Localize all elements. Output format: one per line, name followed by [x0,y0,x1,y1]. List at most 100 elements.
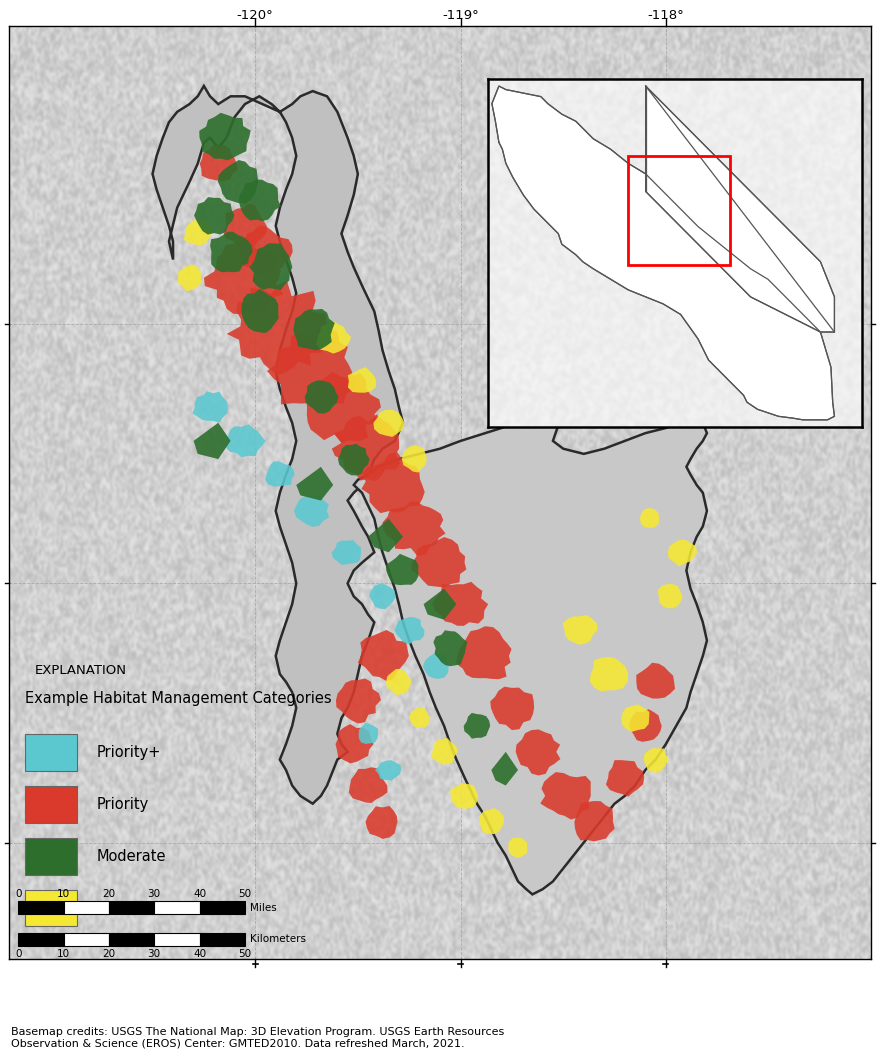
Polygon shape [480,808,504,834]
Text: 0: 0 [15,950,21,959]
Text: Basemap credits: USGS The National Map: 3D Elevation Program. USGS Earth Resourc: Basemap credits: USGS The National Map: … [11,1028,505,1049]
Polygon shape [432,582,488,626]
Polygon shape [590,657,628,691]
Text: 40: 40 [193,889,206,899]
Polygon shape [402,445,427,472]
Polygon shape [199,113,251,160]
Polygon shape [238,226,293,276]
Text: 10: 10 [57,889,70,899]
Polygon shape [629,709,662,742]
Polygon shape [409,707,429,728]
Text: -120°: -120° [237,8,274,22]
Bar [63,901,109,914]
Polygon shape [204,235,283,315]
Polygon shape [359,723,378,744]
Text: Miles: Miles [250,902,276,913]
Bar [200,933,245,945]
Polygon shape [193,391,228,423]
Text: 30: 30 [148,950,161,959]
Polygon shape [365,806,398,839]
Polygon shape [394,617,424,644]
Polygon shape [636,663,675,699]
Text: 39°: 39° [0,318,2,331]
Polygon shape [354,397,707,895]
Polygon shape [375,760,401,781]
Polygon shape [336,679,381,723]
Text: Moderate: Moderate [97,848,166,863]
Polygon shape [200,145,238,181]
Polygon shape [210,232,253,272]
FancyBboxPatch shape [25,838,77,875]
Polygon shape [516,729,561,776]
Polygon shape [265,462,295,487]
Bar [109,933,154,945]
Bar [109,901,154,914]
Polygon shape [241,289,279,333]
Polygon shape [562,614,598,645]
Polygon shape [194,197,234,235]
Polygon shape [490,686,534,730]
Bar [154,901,200,914]
Text: 20: 20 [102,950,115,959]
Polygon shape [225,425,266,457]
Text: 40: 40 [193,950,206,959]
FancyBboxPatch shape [25,734,77,770]
Polygon shape [335,724,373,763]
Polygon shape [373,410,405,436]
Polygon shape [297,467,334,501]
Text: 20: 20 [102,889,115,899]
Polygon shape [152,86,403,803]
Polygon shape [464,713,490,739]
Polygon shape [423,588,457,620]
Polygon shape [509,838,527,858]
Polygon shape [238,179,281,221]
Text: EXPLANATION: EXPLANATION [35,664,127,677]
Text: 30: 30 [148,889,161,899]
Polygon shape [184,219,211,246]
Polygon shape [668,540,697,566]
Polygon shape [316,320,351,354]
Polygon shape [358,630,409,681]
Polygon shape [338,444,370,475]
Polygon shape [492,86,834,419]
Polygon shape [368,519,403,552]
Polygon shape [423,655,449,679]
Text: 0: 0 [15,889,21,899]
Text: 50: 50 [238,889,252,899]
Polygon shape [606,760,644,797]
Bar [63,933,109,945]
Polygon shape [218,160,258,203]
Polygon shape [451,784,479,808]
Text: -119°: -119° [442,8,479,22]
Polygon shape [227,281,330,375]
Polygon shape [432,738,458,764]
Text: -118°: -118° [648,8,685,22]
Bar [200,901,245,914]
Polygon shape [194,423,231,460]
Polygon shape [332,540,361,565]
Text: 38°: 38° [0,577,2,590]
Polygon shape [434,630,467,666]
Polygon shape [304,380,339,413]
Bar [18,901,63,914]
Polygon shape [293,309,334,351]
Text: Priority+: Priority+ [97,745,161,760]
Polygon shape [646,86,834,332]
Polygon shape [491,752,518,785]
Polygon shape [643,748,669,773]
Polygon shape [385,669,412,696]
Text: Kilometers: Kilometers [250,934,306,944]
Polygon shape [362,452,425,513]
Bar [18,933,63,945]
Polygon shape [178,265,201,291]
Polygon shape [657,584,683,608]
Text: Priority: Priority [97,797,149,812]
Polygon shape [621,704,649,731]
Text: 10: 10 [57,950,70,959]
FancyBboxPatch shape [25,890,77,926]
Text: 37°: 37° [0,836,2,850]
Polygon shape [224,203,267,248]
Polygon shape [383,502,445,557]
Bar [154,933,200,945]
Polygon shape [456,626,511,679]
